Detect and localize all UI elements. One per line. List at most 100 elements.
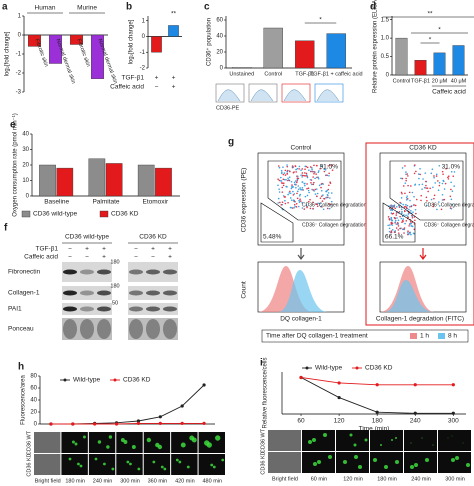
cell-dot: [388, 207, 391, 210]
cell-dot: [425, 196, 428, 199]
point: [93, 422, 97, 426]
cell-dot: [319, 167, 321, 170]
legend-title: Time after DQ collagen-1 treatment: [266, 333, 368, 340]
cell-dot: [283, 196, 286, 198]
fluor-spot: [111, 467, 115, 471]
cell-dot: [413, 195, 415, 198]
blot-strip: [62, 286, 112, 300]
cell-dot: [317, 176, 319, 179]
cell-dot: [437, 180, 439, 182]
point: [299, 375, 303, 380]
cell-dot: [394, 207, 397, 210]
significance: **: [171, 11, 177, 18]
cell-dot: [322, 183, 325, 185]
y-tick-label: 0: [220, 66, 224, 72]
cell-dot: [436, 208, 438, 211]
cell-dot: [277, 165, 280, 167]
blot-band: [80, 306, 94, 312]
cell-dot: [396, 217, 398, 219]
cell-dot: [411, 216, 414, 219]
cell-dot: [388, 227, 391, 230]
fluor-spot: [447, 437, 449, 439]
strip-label: Bright field: [272, 476, 298, 482]
cell-dot: [400, 197, 403, 199]
cell-dot: [294, 205, 296, 208]
cell-dot: [277, 184, 279, 187]
sign: −: [68, 254, 72, 261]
cell-dot: [309, 198, 311, 201]
cell-dot: [284, 174, 287, 176]
micrograph: [88, 454, 116, 475]
gate-percent: 31.0%: [442, 164, 461, 171]
cell-dot: [405, 199, 408, 201]
cell-dot: [415, 212, 417, 215]
point: [180, 421, 184, 425]
fluor-spot: [129, 462, 132, 466]
cell-dot: [299, 187, 301, 189]
cell-dot: [288, 176, 291, 179]
x-tick-label: 240: [410, 418, 421, 425]
cell-dot: [326, 189, 328, 192]
gate-upper: [389, 160, 464, 221]
fluor-spot: [123, 440, 128, 444]
blot-band: [97, 319, 111, 339]
cell-dot: [315, 164, 318, 167]
cell-dot: [397, 229, 400, 231]
plot-title: CD36 KD: [409, 145, 437, 152]
inset-curve: [217, 89, 241, 102]
sign: −: [134, 254, 138, 261]
cell-dot: [312, 207, 314, 210]
cell-dot: [397, 225, 400, 227]
cell-dot: [438, 205, 441, 207]
micrograph: [116, 432, 143, 453]
legend-label: 1 h: [420, 333, 429, 340]
gate-label: CD36⁺ Collagen degradation: [424, 202, 474, 208]
legend-marker: [63, 378, 67, 382]
cell-dot: [452, 175, 455, 178]
hist-8h: [384, 280, 434, 312]
fluor-spot: [328, 455, 332, 459]
micrograph: [171, 432, 198, 453]
cell-dot: [304, 168, 306, 170]
cell-dot: [293, 203, 296, 206]
fluor-spot: [373, 458, 377, 462]
cell-dot: [401, 192, 403, 195]
sign: −: [85, 254, 89, 261]
plot-title: Control: [291, 145, 313, 152]
cell-dot: [301, 176, 303, 178]
cell-dot: [405, 220, 408, 222]
cell-dot: [306, 166, 309, 169]
fluor-spot: [343, 460, 347, 464]
cell-dot: [328, 184, 330, 187]
cell-dot: [395, 223, 398, 225]
cell-dot: [303, 174, 305, 177]
micrograph: [268, 430, 301, 451]
fluor-spot: [163, 467, 167, 471]
cell-dot: [278, 188, 280, 190]
sign: −: [155, 84, 159, 91]
cell-dot: [414, 208, 417, 211]
y-tick-label: 0.5: [381, 54, 390, 60]
cell-dot: [393, 231, 396, 233]
fluor-spot: [358, 465, 362, 469]
blot-strip: [62, 303, 112, 315]
cell-dot: [406, 198, 409, 200]
y-tick-label: 20: [30, 410, 37, 416]
cell-dot: [296, 190, 299, 193]
cell-dot: [322, 194, 324, 196]
cell-dot: [290, 187, 293, 190]
cell-dot: [301, 172, 304, 174]
cell-dot: [292, 166, 295, 168]
cell-dot: [395, 206, 398, 208]
cell-dot: [391, 229, 394, 231]
fluor-spot: [178, 460, 182, 464]
cell-dot: [279, 201, 281, 204]
micrograph: [302, 430, 335, 451]
fluor-spot: [421, 437, 423, 439]
cell-dot: [305, 174, 308, 176]
row-label: TGF-β1: [35, 246, 58, 253]
cell-dot: [277, 178, 279, 181]
cell-dot: [306, 194, 309, 197]
cell-dot: [291, 199, 293, 201]
cell-dot: [405, 214, 407, 217]
